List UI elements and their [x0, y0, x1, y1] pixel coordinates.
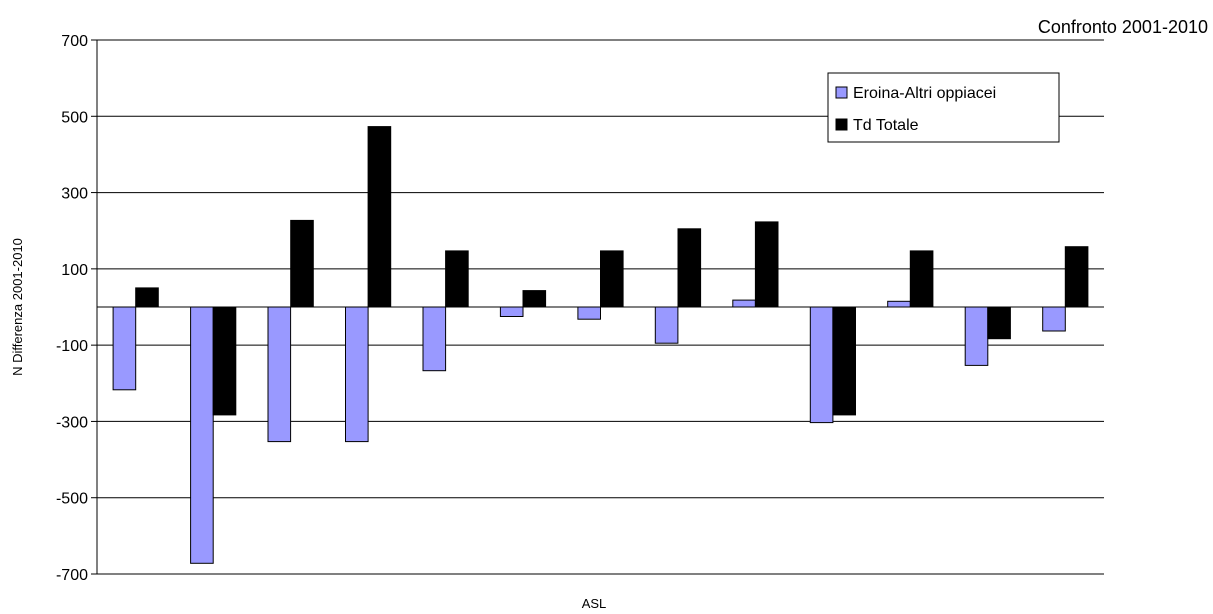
y-tick-label: -500 [56, 491, 88, 508]
y-tick-label: -100 [56, 338, 88, 355]
y-tick-label: 100 [61, 262, 88, 279]
bar-td-totale-12 [987, 306, 1011, 340]
bar-eroina-altri-oppiacei-8 [654, 306, 679, 344]
bar-td-totale-6 [522, 290, 547, 308]
legend-swatch-td-totale [835, 118, 848, 131]
bar-td-totale-5 [445, 250, 469, 308]
bar-td-totale-1 [135, 287, 159, 308]
bar-eroina-altri-oppiacei-5 [422, 306, 447, 372]
bar-eroina-altri-oppiacei-10 [809, 306, 834, 424]
x-axis-title: ASL [582, 596, 607, 611]
bar-eroina-altri-oppiacei-13 [1042, 306, 1066, 332]
y-tick-label: -700 [56, 567, 88, 584]
y-tick-label: -300 [56, 414, 88, 431]
bar-eroina-altri-oppiacei-7 [577, 306, 602, 320]
bar-td-totale-13 [1064, 246, 1089, 308]
legend-swatch-eroina [835, 86, 848, 99]
bar-td-totale-9 [754, 221, 779, 308]
bar-eroina-altri-oppiacei-2 [190, 306, 214, 564]
bars [112, 126, 1089, 564]
bar-td-totale-3 [290, 219, 314, 308]
gridlines [97, 39, 1104, 575]
legend-box [827, 72, 1060, 143]
bar-eroina-altri-oppiacei-3 [267, 306, 292, 443]
chart-title: Confronto 2001-2010 [1038, 17, 1208, 37]
bar-eroina-altri-oppiacei-6 [499, 306, 524, 317]
bar-eroina-altri-oppiacei-9 [732, 299, 756, 308]
legend-label-td-totale: Td Totale [853, 117, 919, 134]
bar-td-totale-11 [909, 250, 934, 308]
y-axis-title: N Differenza 2001-2010 [10, 238, 25, 376]
bar-td-totale-2 [212, 306, 237, 416]
bar-td-totale-10 [832, 306, 857, 416]
bar-td-totale-8 [677, 228, 702, 308]
bar-eroina-altri-oppiacei-12 [964, 306, 989, 366]
legend: Eroina-Altri oppiacei Td Totale [827, 72, 1060, 143]
bar-eroina-altri-oppiacei-4 [345, 306, 369, 443]
y-tick-label: 500 [61, 109, 88, 126]
legend-label-eroina: Eroina-Altri oppiacei [853, 85, 996, 102]
y-axis-ticks: 700 500 300 100 -100 -300 -500 -700 [56, 33, 97, 584]
y-tick-label: 700 [61, 33, 88, 50]
bar-td-totale-4 [367, 126, 392, 308]
y-tick-label: 300 [61, 186, 88, 203]
bar-td-totale-7 [600, 250, 624, 308]
bar-eroina-altri-oppiacei-11 [887, 300, 911, 308]
bar-eroina-altri-oppiacei-1 [112, 306, 137, 391]
